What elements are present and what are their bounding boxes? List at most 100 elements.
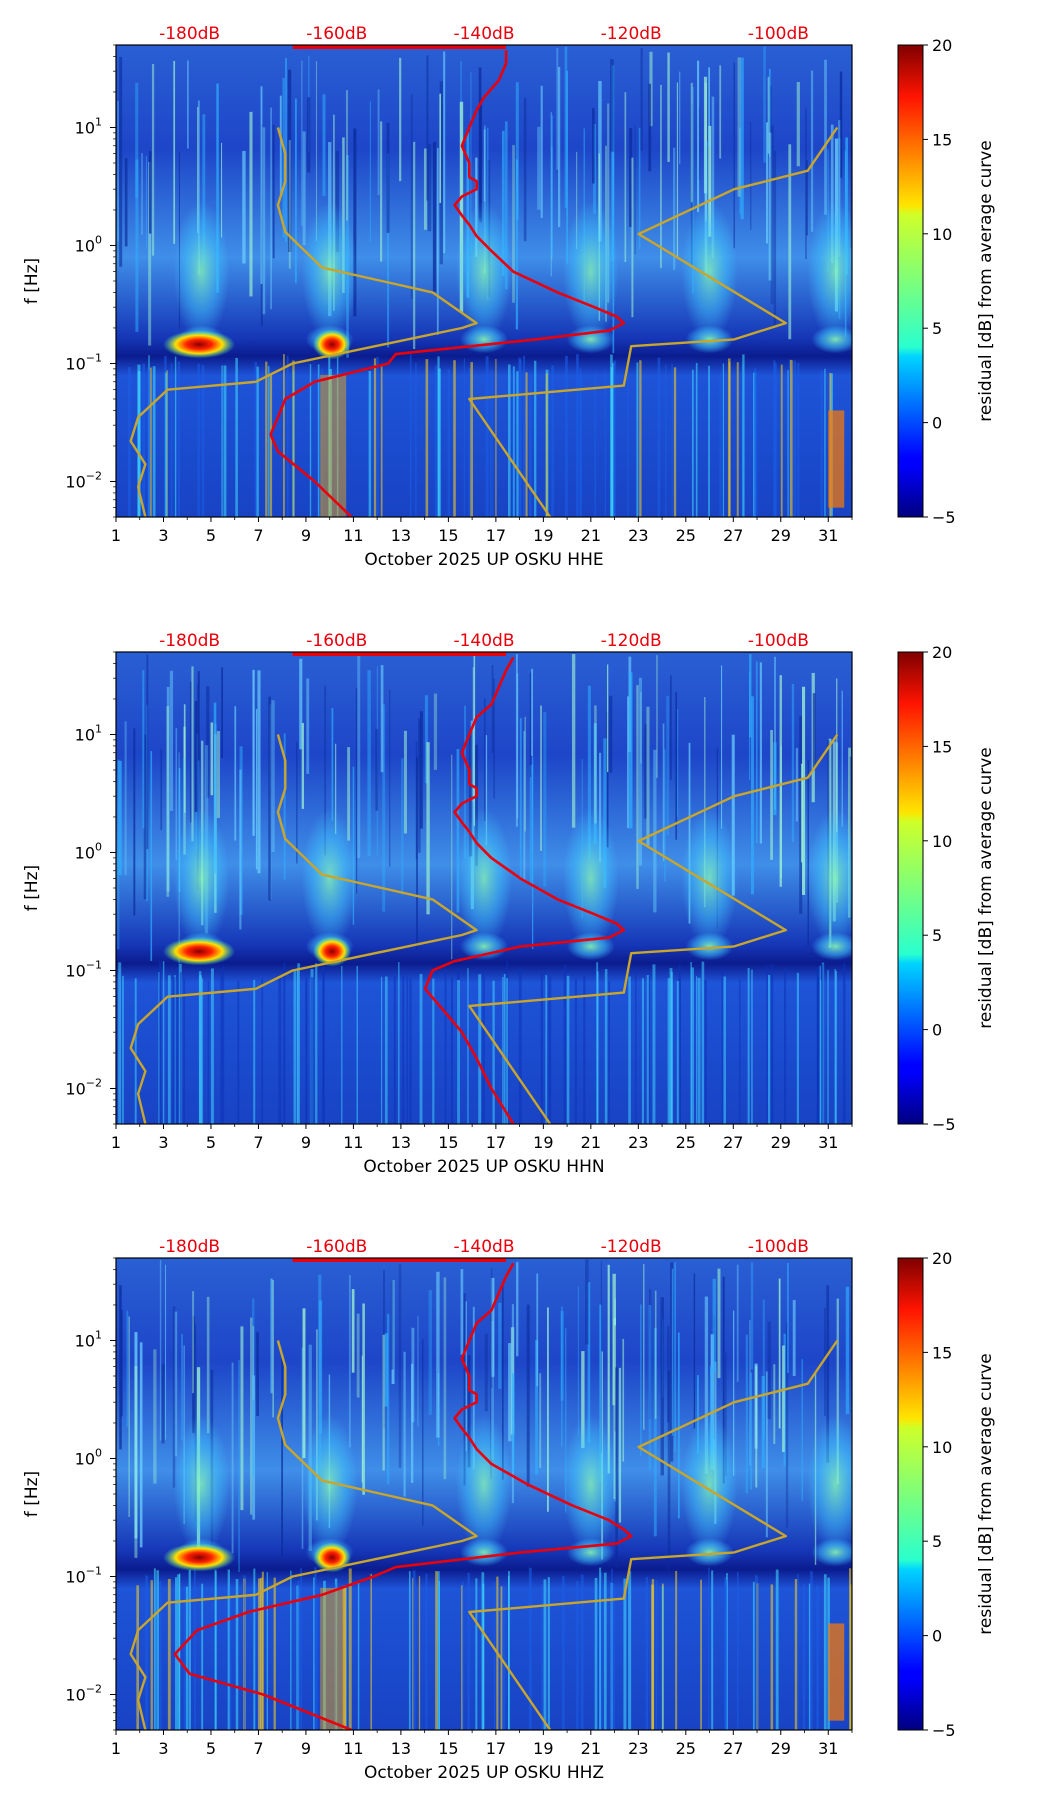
colorbar-tick-label: 10 bbox=[932, 225, 952, 244]
y-axis-label: f [Hz] bbox=[22, 865, 42, 911]
y-tick-exponent: 0 bbox=[95, 233, 102, 246]
y-tick-base: 10 bbox=[65, 472, 85, 491]
y-axis-label: f [Hz] bbox=[22, 1471, 42, 1517]
x-tick-label: 27 bbox=[723, 526, 743, 545]
spectrogram-area bbox=[116, 1258, 852, 1730]
y-tick-label: 10−2 bbox=[65, 1682, 102, 1704]
x-tick-label: 7 bbox=[253, 1739, 263, 1758]
hotspot-day-10 bbox=[313, 329, 352, 360]
x-tick-label: 5 bbox=[206, 1739, 216, 1758]
db-scale-label: -100dB bbox=[748, 631, 809, 651]
x-tick-label: 31 bbox=[818, 1739, 838, 1758]
x-tick-label: 19 bbox=[533, 1133, 553, 1152]
x-tick-label: 9 bbox=[301, 526, 311, 545]
colorbar-tick-label: 10 bbox=[932, 1438, 952, 1457]
db-scale-label: -120dB bbox=[601, 24, 662, 44]
x-axis-label: October 2025 UP OSKU HHE bbox=[364, 550, 603, 570]
y-tick-label: 100 bbox=[75, 840, 102, 862]
x-tick-label: 19 bbox=[533, 1739, 553, 1758]
y-tick-exponent: −2 bbox=[86, 469, 102, 482]
y-tick-label: 101 bbox=[75, 115, 102, 137]
x-tick-label: 25 bbox=[676, 1739, 696, 1758]
spectrogram-area bbox=[116, 45, 852, 517]
y-tick-exponent: −1 bbox=[86, 351, 102, 364]
x-tick-label: 1 bbox=[111, 1133, 121, 1152]
x-tick-label: 1 bbox=[111, 526, 121, 545]
x-axis-label: October 2025 UP OSKU HHN bbox=[363, 1157, 604, 1177]
x-axis-label: October 2025 UP OSKU HHZ bbox=[364, 1763, 604, 1783]
x-tick-label: 7 bbox=[253, 1133, 263, 1152]
db-scale-label: -140dB bbox=[453, 24, 514, 44]
x-tick-label: 3 bbox=[158, 1739, 168, 1758]
x-tick-label: 15 bbox=[438, 1739, 458, 1758]
colorbar-label: residual [dB] from average curve bbox=[976, 140, 996, 421]
nhnm-reference-curve bbox=[468, 733, 839, 1124]
y-tick-exponent: −1 bbox=[86, 1564, 102, 1577]
x-tick-label: 15 bbox=[438, 526, 458, 545]
colorbar-tick-label: 20 bbox=[932, 1249, 952, 1268]
y-tick-exponent: −1 bbox=[86, 958, 102, 971]
colorbar-tick-label: 5 bbox=[932, 926, 942, 945]
hotspot-day-4 bbox=[163, 330, 236, 359]
x-tick-label: 9 bbox=[301, 1739, 311, 1758]
y-tick-exponent: 0 bbox=[95, 1446, 102, 1459]
colorbar-tick-label: 5 bbox=[932, 1532, 942, 1551]
colorbar-tick-label: 0 bbox=[932, 1021, 942, 1040]
colorbar-tick-label: −5 bbox=[932, 1115, 956, 1134]
db-scale-label: -140dB bbox=[453, 1237, 514, 1257]
x-tick-label: 3 bbox=[158, 1133, 168, 1152]
nhnm-reference-curve bbox=[468, 1339, 839, 1730]
y-tick-label: 10−2 bbox=[65, 1076, 102, 1098]
colorbar-tick-label: 10 bbox=[932, 832, 952, 851]
colorbar-label: residual [dB] from average curve bbox=[976, 1353, 996, 1634]
x-tick-label: 11 bbox=[343, 1739, 363, 1758]
x-tick-label: 13 bbox=[391, 1133, 411, 1152]
db-scale-label: -180dB bbox=[159, 631, 220, 651]
x-tick-label: 3 bbox=[158, 526, 168, 545]
db-scale-label: -160dB bbox=[306, 24, 367, 44]
colorbar-tick-label: 20 bbox=[932, 643, 952, 662]
colorbar-tick-label: 15 bbox=[932, 737, 952, 756]
x-tick-label: 21 bbox=[581, 526, 601, 545]
hotspot-day-4 bbox=[163, 937, 236, 966]
x-tick-label: 11 bbox=[343, 1133, 363, 1152]
nlnm-reference-curve bbox=[129, 734, 478, 1124]
db-scale-label: -180dB bbox=[159, 24, 220, 44]
x-tick-label: 23 bbox=[628, 526, 648, 545]
db-scale-label: -120dB bbox=[601, 1237, 662, 1257]
colorbar-tick-label: 15 bbox=[932, 130, 952, 149]
db-scale-label: -180dB bbox=[159, 1237, 220, 1257]
colorbar-tick-label: −5 bbox=[932, 1721, 956, 1740]
x-tick-label: 9 bbox=[301, 1133, 311, 1152]
x-tick-label: 7 bbox=[253, 526, 263, 545]
y-tick-base: 10 bbox=[65, 354, 85, 373]
nlnm-reference-curve bbox=[129, 1340, 478, 1730]
x-tick-label: 31 bbox=[818, 1133, 838, 1152]
colorbar-tick-label: −5 bbox=[932, 508, 956, 527]
x-tick-label: 11 bbox=[343, 526, 363, 545]
colorbar-tick-label: 0 bbox=[932, 1627, 942, 1646]
x-tick-label: 1 bbox=[111, 1739, 121, 1758]
y-tick-label: 101 bbox=[75, 1328, 102, 1350]
y-tick-exponent: 1 bbox=[95, 1328, 102, 1341]
x-tick-label: 29 bbox=[771, 526, 791, 545]
y-tick-base: 10 bbox=[65, 1685, 85, 1704]
y-tick-label: 100 bbox=[75, 1446, 102, 1468]
y-tick-base: 10 bbox=[65, 961, 85, 980]
x-tick-label: 23 bbox=[628, 1133, 648, 1152]
x-tick-label: 5 bbox=[206, 1133, 216, 1152]
x-tick-label: 17 bbox=[486, 1133, 506, 1152]
average-psd-curve bbox=[173, 1262, 633, 1730]
y-tick-base: 10 bbox=[75, 118, 95, 137]
x-tick-label: 17 bbox=[486, 1739, 506, 1758]
y-axis-label: f [Hz] bbox=[22, 258, 42, 304]
x-tick-label: 23 bbox=[628, 1739, 648, 1758]
x-tick-label: 13 bbox=[391, 1739, 411, 1758]
y-tick-base: 10 bbox=[75, 1331, 95, 1350]
db-scale-label: -120dB bbox=[601, 631, 662, 651]
x-tick-label: 13 bbox=[391, 526, 411, 545]
db-scale-label: -160dB bbox=[306, 1237, 367, 1257]
y-tick-exponent: −2 bbox=[86, 1682, 102, 1695]
colorbar-tick-label: 5 bbox=[932, 319, 942, 338]
